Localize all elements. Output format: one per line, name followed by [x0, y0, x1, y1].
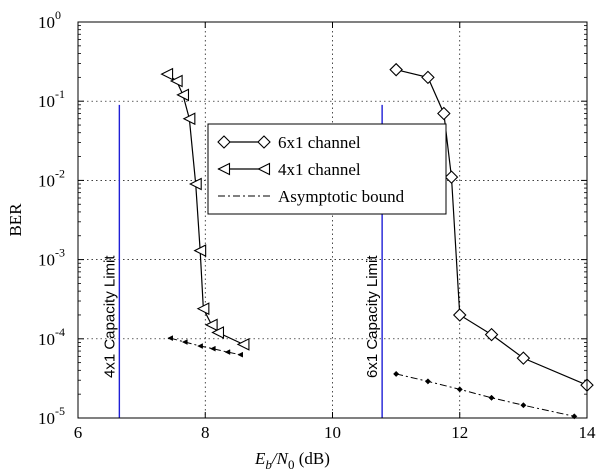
- y-tick-base: 10: [38, 330, 55, 349]
- triangle-marker: [160, 67, 174, 81]
- diamond-marker: [520, 402, 527, 409]
- diamond-marker: [421, 70, 435, 85]
- y-tick-exponent: -3: [55, 246, 65, 260]
- triangle-marker: [169, 74, 183, 88]
- triangle-marker: [224, 349, 231, 355]
- x-axis-label-e: E: [254, 449, 266, 468]
- x-tick-label: 10: [324, 423, 341, 442]
- asymptotic-bound-line: [396, 373, 575, 417]
- triangle-marker: [257, 162, 271, 176]
- triangle-marker: [217, 162, 231, 176]
- diamond-marker: [444, 170, 459, 184]
- y-tick-base: 10: [38, 251, 55, 270]
- diamond-marker: [437, 106, 451, 121]
- x-axis-label-n: /N: [271, 449, 290, 468]
- x-axis-label-unit: (dB): [294, 449, 329, 468]
- diamond-marker: [488, 394, 495, 401]
- series-asymptotic-bound: [167, 335, 578, 420]
- y-tick-label: 100: [38, 8, 61, 32]
- diamond-marker: [484, 327, 499, 342]
- diamond-marker: [393, 370, 400, 377]
- series-4x1-channel: [160, 67, 250, 351]
- grid-lines: [78, 22, 587, 418]
- series-line: [395, 69, 588, 386]
- diamond-marker: [456, 386, 463, 393]
- legend-label: 6x1 channel: [278, 133, 361, 152]
- triangle-marker: [176, 88, 190, 102]
- legend-label: Asymptotic bound: [278, 187, 405, 206]
- y-tick-label: 10-3: [38, 246, 65, 270]
- y-tick-exponent: -2: [55, 166, 65, 180]
- series-layer: [160, 62, 594, 420]
- x-tick-label: 8: [201, 423, 210, 442]
- triangle-marker: [209, 345, 216, 352]
- triangle-marker: [196, 302, 210, 316]
- y-tick-label: 10-1: [38, 87, 65, 111]
- legend-label: 4x1 channel: [278, 160, 361, 179]
- x-tick-label: 6: [74, 423, 83, 442]
- x-axis-label-sub-b: b: [265, 457, 272, 472]
- legend: 6x1 channel 4x1 channel Asymptotic bound: [207, 123, 447, 215]
- x-tick-label: 12: [451, 423, 468, 442]
- capacity-limit-label: 6x1 Capacity Limit: [364, 255, 381, 378]
- y-tick-label: 10-2: [38, 166, 65, 190]
- triangle-marker: [181, 339, 188, 345]
- y-tick-exponent: 0: [55, 8, 61, 22]
- triangle-marker: [197, 343, 203, 349]
- y-axis-label: BER: [6, 203, 25, 237]
- triangle-marker: [167, 335, 173, 341]
- triangle-marker: [211, 326, 225, 339]
- x-tick-label: 14: [579, 423, 597, 442]
- triangle-marker: [204, 318, 218, 332]
- y-tick-label: 10-4: [38, 325, 65, 349]
- y-tick-label: 10-5: [38, 404, 65, 428]
- y-tick-base: 10: [38, 92, 55, 111]
- diamond-marker: [217, 135, 231, 149]
- diamond-marker: [516, 351, 531, 365]
- triangle-marker: [188, 177, 202, 191]
- y-tick-exponent: -1: [55, 87, 65, 101]
- diamond-marker: [452, 308, 467, 322]
- triangle-marker: [193, 244, 207, 257]
- x-axis-label-sub-0: 0: [288, 457, 295, 472]
- triangle-marker: [237, 351, 243, 358]
- diamond-marker: [389, 62, 403, 77]
- triangle-marker: [236, 338, 250, 351]
- y-tick-exponent: -4: [55, 325, 65, 339]
- y-tick-exponent: -5: [55, 404, 65, 418]
- x-axis-label: Eb/N0 (dB): [254, 449, 330, 472]
- y-tick-base: 10: [38, 409, 55, 428]
- capacity-limit-label: 4x1 Capacity Limit: [101, 255, 118, 378]
- diamond-marker: [424, 378, 431, 385]
- triangle-marker: [182, 112, 196, 126]
- series-6x1-channel: [389, 62, 594, 392]
- axis-ticks: [77, 21, 588, 419]
- y-tick-base: 10: [38, 171, 55, 190]
- diamond-marker: [257, 135, 271, 149]
- y-tick-base: 10: [38, 13, 55, 32]
